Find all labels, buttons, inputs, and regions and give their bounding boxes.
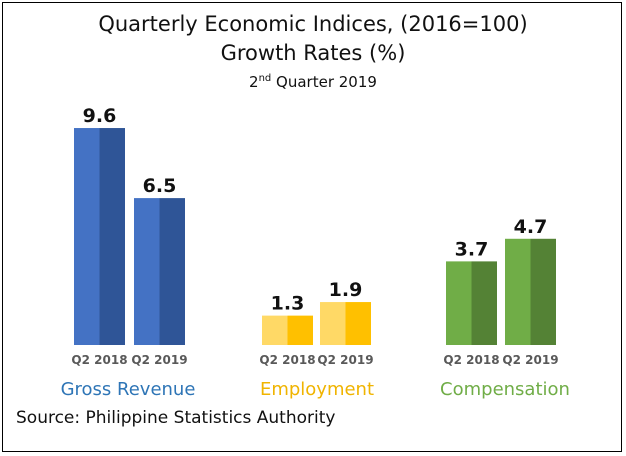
value-label-compensation-2: 4.7 [514,216,548,238]
bar-employment-2-left [320,302,346,345]
bar-compensation-1-left [446,261,472,345]
source-note: Source: Philippine Statistics Authority [16,408,336,428]
value-label-gross-revenue-2: 6.5 [143,175,177,197]
chart-subtitle: Growth Rates (%) [220,41,406,65]
bar-compensation-2-left [505,238,531,345]
period-rest: Quarter 2019 [271,73,377,91]
bar-employment-1-right [287,315,313,345]
value-label-compensation-1: 3.7 [455,238,489,260]
series-label-employment-2: Q2 2019 [317,353,373,367]
period-ordinal: 2 [249,73,259,91]
category-label-employment: Employment [260,379,374,400]
chart-period: 2nd Quarter 2019 [0,73,626,91]
bar-employment-2-right [345,302,371,345]
series-label-employment-1: Q2 2018 [259,353,315,367]
bar-employment-1-left [262,315,288,345]
bar-gross-revenue-2-right [159,198,185,345]
series-label-gross-revenue-2: Q2 2019 [131,353,187,367]
bar-gross-revenue-1-right [99,128,125,345]
bar-compensation-2-right [530,238,556,345]
series-label-compensation-1: Q2 2018 [443,353,499,367]
bar-compensation-1-right [471,261,497,345]
value-label-gross-revenue-1: 9.6 [83,105,117,127]
bar-gross-revenue-2-left [134,198,160,345]
series-label-gross-revenue-1: Q2 2018 [71,353,127,367]
category-label-gross-revenue: Gross Revenue [61,379,196,400]
category-label-compensation: Compensation [440,379,570,400]
value-label-employment-2: 1.9 [329,279,363,301]
chart-frame [2,2,622,452]
value-label-employment-1: 1.3 [271,293,305,315]
series-label-compensation-2: Q2 2019 [502,353,558,367]
bar-gross-revenue-1-left [74,128,100,345]
chart-title: Quarterly Economic Indices, (2016=100) [98,12,528,36]
period-suffix: nd [258,73,272,84]
